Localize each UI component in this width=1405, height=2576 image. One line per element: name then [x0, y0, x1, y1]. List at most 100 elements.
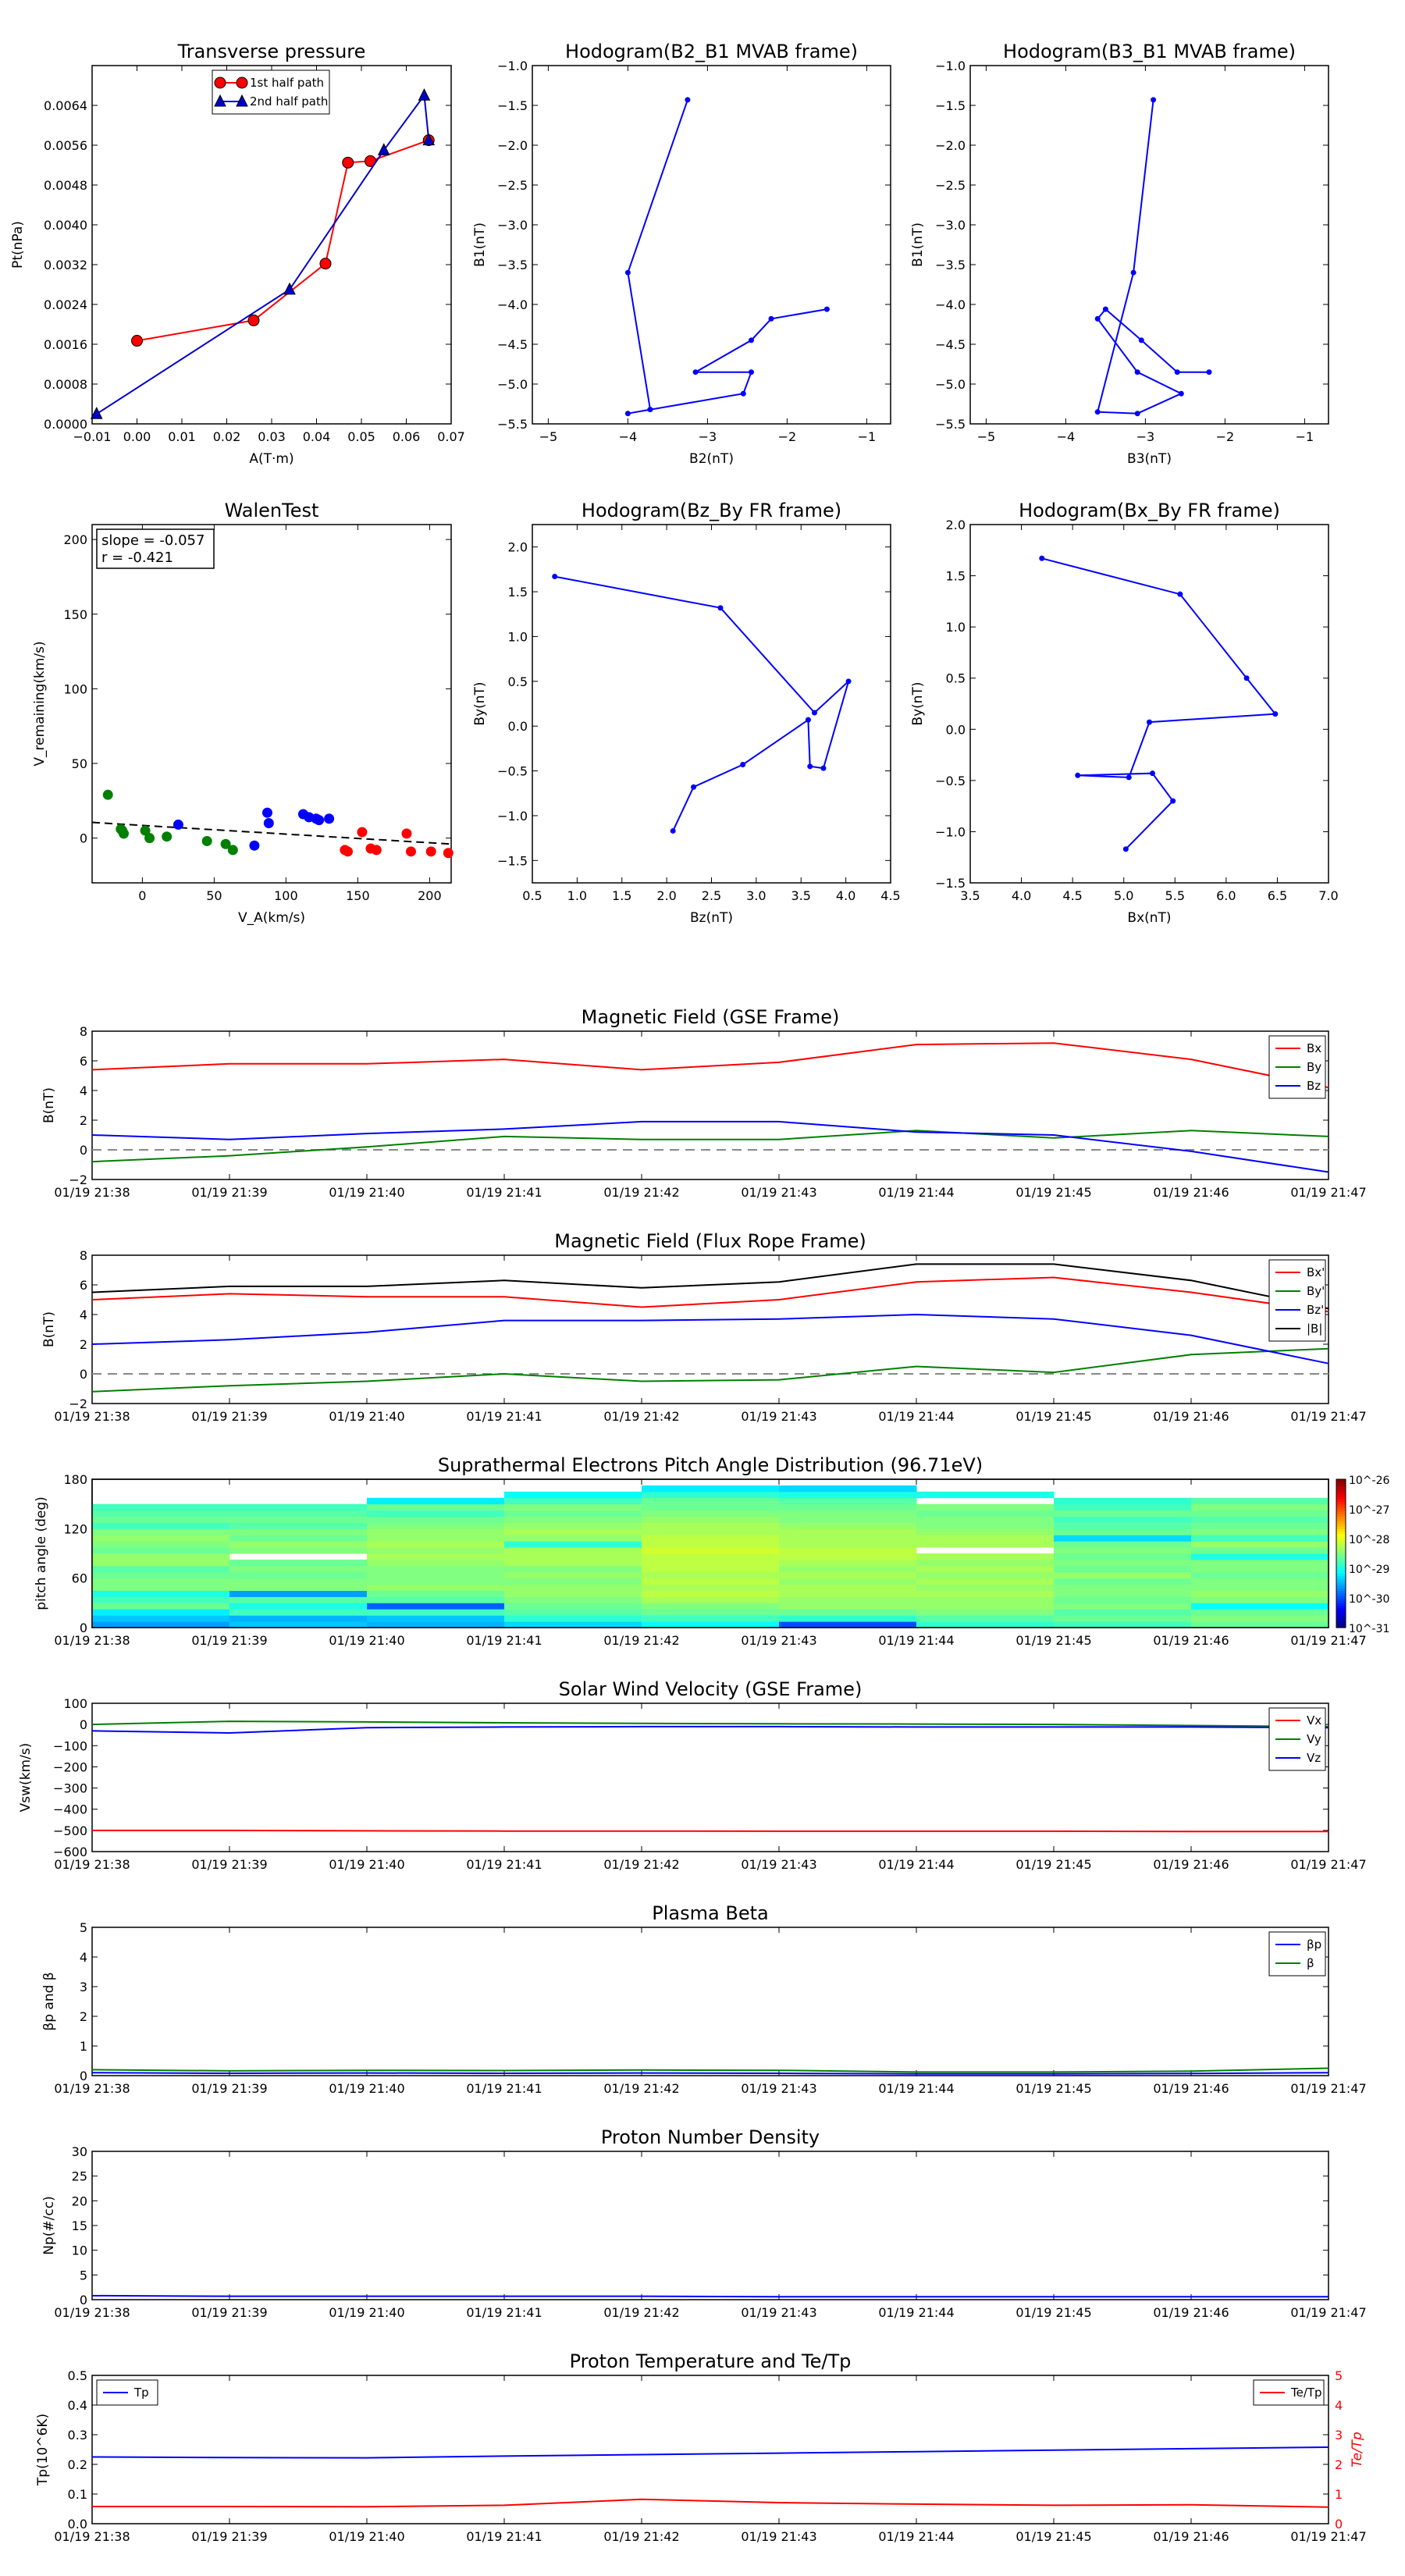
data-point	[1075, 772, 1081, 778]
data-point	[1138, 337, 1144, 343]
x-tick-label: 01/19 21:46	[1153, 1185, 1229, 1200]
plot-frame	[532, 65, 891, 425]
data-point	[319, 258, 332, 270]
legend-entry: Bx	[1307, 1041, 1321, 1055]
legend-entry: 2nd half path	[250, 94, 328, 109]
y-tick-label: −100	[53, 1738, 87, 1753]
y-axis-label: B(nT)	[41, 1087, 57, 1123]
legend-entry: Vx	[1307, 1713, 1321, 1727]
series-line	[91, 2072, 1329, 2075]
y-tick-label: −5.0	[497, 377, 528, 392]
x-tick-label: 01/19 21:45	[1016, 1185, 1091, 1200]
heatmap-cell	[1054, 1528, 1192, 1535]
heatmap-cell	[779, 1603, 917, 1610]
chart-title: Proton Temperature and Te/Tp	[570, 2350, 852, 2372]
heatmap-cell	[779, 1584, 917, 1591]
colorbar-segment	[1336, 1489, 1346, 1493]
colorbar-segment	[1336, 1565, 1346, 1569]
x-tick-label: 0.05	[347, 429, 375, 444]
data-point	[102, 789, 113, 800]
heatmap-cell	[367, 1590, 505, 1597]
y-tick-label: 30	[72, 2144, 87, 2159]
heatmap-cell	[504, 1491, 642, 1499]
y-tick-label: −2.5	[935, 178, 966, 193]
y-tick-label: −1.5	[497, 853, 528, 868]
data-point	[425, 846, 436, 857]
chart-title: Proton Number Density	[601, 2126, 820, 2148]
colorbar-segment	[1336, 1524, 1346, 1527]
colorbar-segment	[1336, 1506, 1346, 1510]
x-tick-label: 6.5	[1268, 888, 1287, 903]
x-tick-label: 01/19 21:41	[466, 1857, 542, 1872]
x-tick-label: 01/19 21:42	[603, 1633, 679, 1648]
data-point	[692, 369, 699, 375]
heatmap-cell	[1191, 1609, 1329, 1616]
data-point	[140, 825, 151, 836]
hodogram-b2-b1-chart: Hodogram(B2_B1 MVAB frame) −5.5 −5.0 −4.5 −4…	[472, 41, 891, 467]
data-point	[807, 763, 813, 770]
plot-area	[624, 97, 830, 417]
plot-frame	[91, 1254, 1329, 1404]
chart-title: Hodogram(Bz_By FR frame)	[582, 500, 841, 521]
colorbar-segment	[1336, 1556, 1346, 1559]
heatmap-cell	[779, 1571, 917, 1579]
data-point	[263, 818, 274, 828]
colorbar-segment	[1336, 1573, 1346, 1577]
x-tick-label: 01/19 21:43	[741, 1185, 816, 1200]
data-point	[1134, 369, 1140, 375]
y-tick-label: −600	[53, 1845, 87, 1859]
colorbar-segment	[1336, 1585, 1346, 1589]
legend-entry: Tp	[133, 2386, 149, 2400]
hodogram-bx-by-chart: Hodogram(Bx_By FR frame) −1.5 −1.0 −0.5 0.0 0…	[910, 500, 1339, 926]
data-point	[749, 337, 754, 343]
heatmap-cell	[1054, 1497, 1192, 1505]
heatmap-cell	[504, 1590, 642, 1597]
fit-annotation: r = -0.421	[101, 550, 173, 566]
heatmap-cell	[642, 1541, 780, 1548]
colorbar-segment	[1336, 1550, 1346, 1554]
x-tick-label: 01/19 21:46	[1153, 2529, 1229, 2544]
data-point	[740, 762, 746, 768]
x-axis-label: A(T·m)	[249, 451, 293, 467]
heatmap-cell	[1191, 1596, 1329, 1603]
colorbar-segment	[1336, 1603, 1346, 1606]
data-point	[1206, 369, 1212, 375]
x-tick-label: 01/19 21:40	[329, 2305, 404, 2320]
y-tick-label: 2.0	[946, 518, 966, 532]
series-line	[91, 1313, 1329, 1364]
heatmap-cell	[229, 1603, 368, 1610]
heatmap-cell	[92, 1571, 230, 1579]
y-tick-label: 2.0	[508, 540, 528, 555]
legend-entry: Bz	[1307, 1079, 1321, 1093]
y-tick-label: 1	[80, 2039, 87, 2054]
heatmap-cell	[916, 1503, 1055, 1511]
heatmap-cell	[1054, 1603, 1192, 1610]
x-tick-label: 01/19 21:40	[329, 2081, 404, 2096]
colorbar-segment	[1336, 1514, 1346, 1517]
x-tick-label: 01/19 21:47	[1290, 1185, 1366, 1200]
fit-line	[91, 821, 452, 845]
heatmap-cell	[229, 1590, 368, 1597]
legend-entry: 1st half path	[250, 76, 324, 90]
heatmap-cell	[92, 1528, 230, 1535]
plot-frame	[91, 65, 452, 425]
heatmap-cell	[367, 1565, 505, 1573]
heatmap-cell	[1191, 1578, 1329, 1585]
heatmap-cell	[779, 1528, 917, 1535]
heatmap-cell	[1191, 1553, 1329, 1560]
heatmap-cell	[916, 1535, 1055, 1542]
y-tick-label: −1.5	[935, 876, 966, 891]
chart-title: Transverse pressure	[177, 41, 366, 62]
heatmap-cell	[642, 1535, 780, 1542]
colorbar-segment	[1336, 1615, 1346, 1618]
heatmap-cell	[642, 1584, 780, 1591]
heatmap-cell	[92, 1578, 230, 1585]
x-tick-label: 0	[138, 888, 146, 903]
plot-frame	[969, 524, 1329, 884]
x-tick-label: 01/19 21:44	[878, 2305, 954, 2320]
y-tick-label: 60	[72, 1571, 87, 1586]
heatmap-cell	[504, 1528, 642, 1535]
heatmap-cell	[1054, 1590, 1192, 1597]
legend-entry: β	[1307, 1956, 1314, 1970]
